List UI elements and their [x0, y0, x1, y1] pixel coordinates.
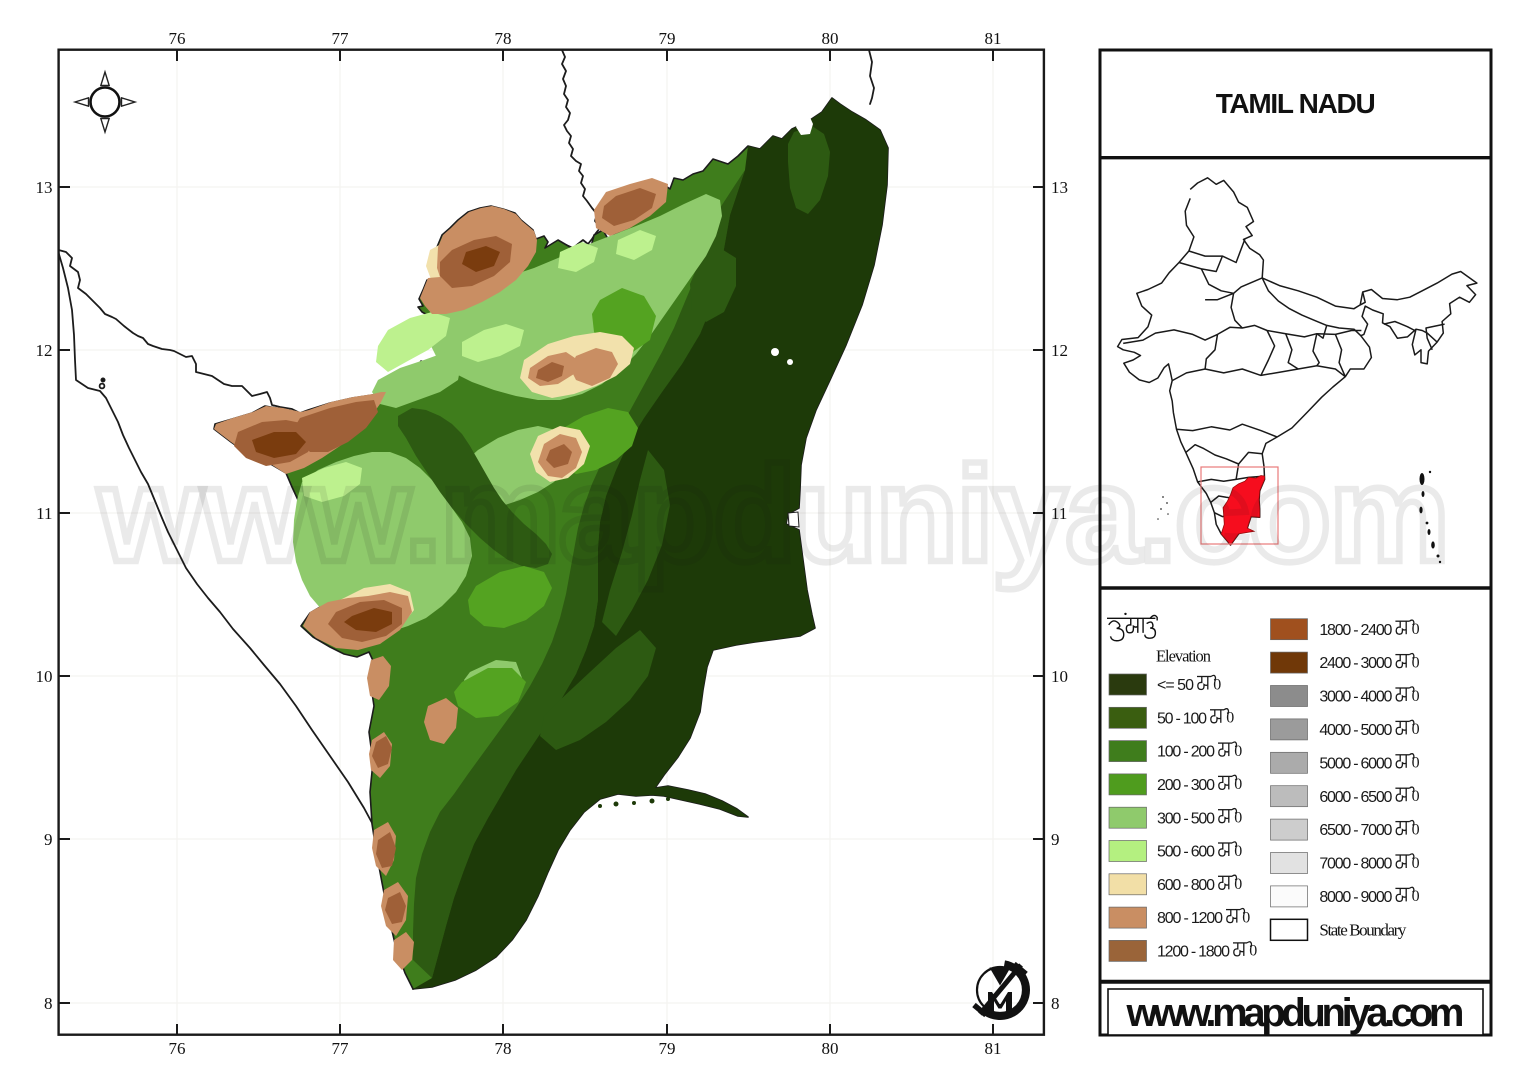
svg-text:10: 10 [36, 667, 53, 686]
svg-text:79: 79 [659, 1039, 676, 1058]
svg-text:1200 - 1800: 1200 - 1800 [1157, 944, 1230, 961]
svg-text:11: 11 [1051, 504, 1067, 523]
svg-text:TAMIL NADU: TAMIL NADU [1216, 88, 1376, 119]
svg-text:0: 0 [1234, 843, 1242, 860]
svg-text:77: 77 [332, 29, 350, 48]
svg-text:13: 13 [1051, 178, 1068, 197]
svg-text:300 - 500: 300 - 500 [1157, 810, 1215, 827]
svg-text:0: 0 [1412, 621, 1420, 638]
svg-text:3000 - 4000: 3000 - 4000 [1319, 689, 1392, 706]
svg-text:8: 8 [1051, 994, 1060, 1013]
svg-text:0: 0 [1213, 676, 1221, 693]
svg-text:80: 80 [822, 29, 839, 48]
svg-text:10: 10 [1051, 667, 1068, 686]
svg-text:<= 50: <= 50 [1157, 677, 1194, 694]
svg-text:0: 0 [1412, 888, 1420, 905]
svg-text:200 - 300: 200 - 300 [1157, 777, 1215, 794]
svg-text:76: 76 [169, 1039, 186, 1058]
svg-text:80: 80 [822, 1039, 839, 1058]
svg-text:8000 - 9000: 8000 - 9000 [1319, 889, 1392, 906]
svg-text:www.mapduniya.com: www.mapduniya.com [1126, 991, 1465, 1035]
svg-text:6000 - 6500: 6000 - 6500 [1319, 789, 1392, 806]
svg-text:5000 - 6000: 5000 - 6000 [1319, 755, 1392, 772]
svg-text:100 - 200: 100 - 200 [1157, 744, 1215, 761]
svg-text:0: 0 [1412, 755, 1420, 772]
svg-text:0: 0 [1249, 943, 1257, 960]
svg-text:800 - 1200: 800 - 1200 [1157, 910, 1223, 927]
svg-text:13: 13 [36, 178, 53, 197]
svg-text:0: 0 [1412, 855, 1420, 872]
svg-text:12: 12 [36, 341, 53, 360]
svg-text:0: 0 [1412, 721, 1420, 738]
svg-text:50 - 100: 50 - 100 [1157, 710, 1207, 727]
svg-text:600 - 800: 600 - 800 [1157, 877, 1215, 894]
svg-text:7000 - 8000: 7000 - 8000 [1319, 856, 1392, 873]
svg-text:0: 0 [1412, 821, 1420, 838]
svg-text:0: 0 [1234, 743, 1242, 760]
svg-text:2400 - 3000: 2400 - 3000 [1319, 655, 1392, 672]
svg-text:11: 11 [36, 504, 52, 523]
svg-text:78: 78 [495, 29, 512, 48]
svg-text:76: 76 [169, 29, 186, 48]
svg-text:0: 0 [1226, 710, 1234, 727]
svg-text:0: 0 [1412, 688, 1420, 705]
svg-text:4000 - 5000: 4000 - 5000 [1319, 722, 1392, 739]
svg-text:500 - 600: 500 - 600 [1157, 844, 1215, 861]
svg-text:0: 0 [1242, 909, 1250, 926]
svg-text:8: 8 [44, 994, 53, 1013]
svg-text:0: 0 [1234, 810, 1242, 827]
svg-text:0: 0 [1412, 654, 1420, 671]
svg-text:12: 12 [1051, 341, 1068, 360]
svg-text:78: 78 [495, 1039, 512, 1058]
svg-text:State Boundary: State Boundary [1319, 920, 1407, 939]
svg-text:6500 - 7000: 6500 - 7000 [1319, 822, 1392, 839]
svg-text:81: 81 [985, 1039, 1002, 1058]
svg-text:0: 0 [1412, 788, 1420, 805]
svg-text:81: 81 [985, 29, 1002, 48]
svg-text:77: 77 [332, 1039, 350, 1058]
svg-text:www.mapduniya.com: www.mapduniya.com [97, 438, 1450, 590]
svg-text:0: 0 [1234, 776, 1242, 793]
svg-text:1800 - 2400: 1800 - 2400 [1319, 622, 1392, 639]
svg-text:9: 9 [44, 830, 53, 849]
svg-text:9: 9 [1051, 830, 1060, 849]
svg-text:79: 79 [659, 29, 676, 48]
svg-text:0: 0 [1234, 876, 1242, 893]
svg-text:Elevation: Elevation [1156, 647, 1211, 666]
